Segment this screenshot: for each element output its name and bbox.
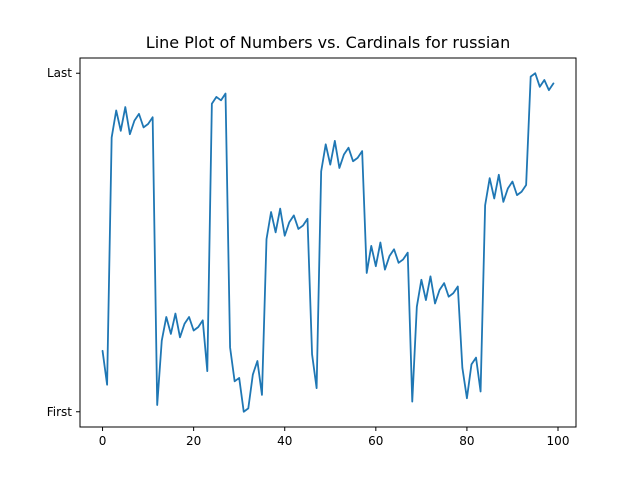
x-tick-label: 0 xyxy=(99,434,107,448)
plot-area xyxy=(101,72,555,413)
x-tick-label: 100 xyxy=(547,434,570,448)
y-axis: First Last xyxy=(47,66,80,419)
chart-title: Line Plot of Numbers vs. Cardinals for r… xyxy=(146,33,510,52)
y-tick-label: Last xyxy=(47,66,72,80)
x-tick-label: 80 xyxy=(459,434,474,448)
x-tick-label: 60 xyxy=(368,434,383,448)
x-tick-label: 20 xyxy=(186,434,201,448)
series-line-0 xyxy=(101,72,555,413)
x-axis: 0 20 40 60 80 100 xyxy=(99,427,570,448)
axes-frame xyxy=(79,57,577,428)
y-tick-label: First xyxy=(47,405,73,419)
x-tick-label: 40 xyxy=(277,434,292,448)
